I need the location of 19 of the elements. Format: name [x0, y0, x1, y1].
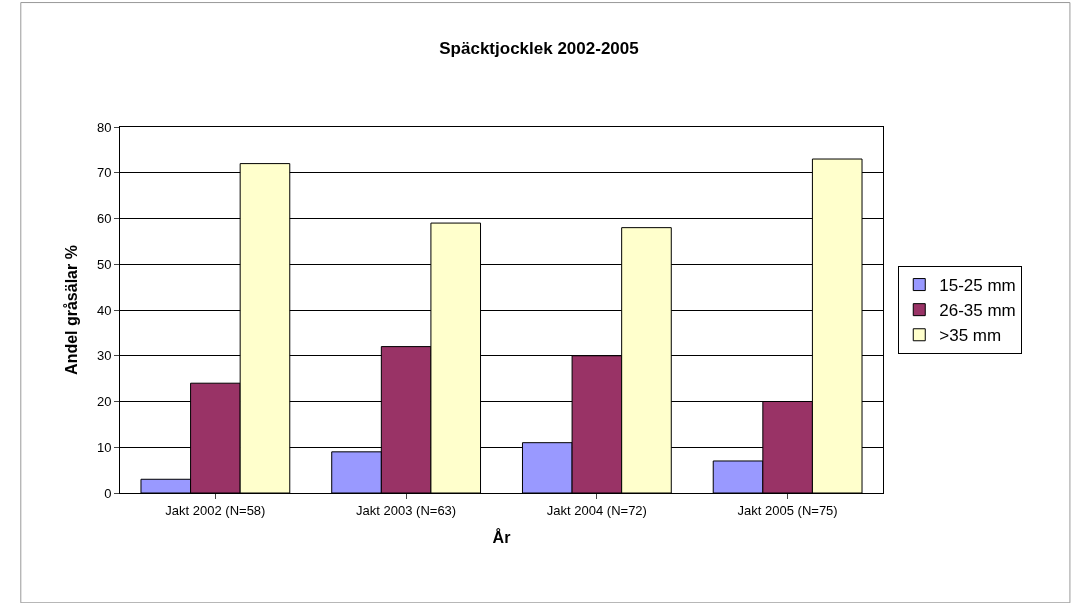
y-tick-label: 50 [96, 256, 112, 272]
chart-title: Späcktjocklek 2002-2005 [439, 39, 639, 59]
y-tick-label: 20 [96, 394, 112, 410]
y-tick-label: 40 [96, 302, 112, 318]
x-tick-label: Jakt 2002 (N=58) [165, 502, 266, 518]
y-tick-label: 60 [96, 211, 112, 227]
x-tick-label: Jakt 2005 (N=75) [737, 502, 838, 518]
legend-label: >35 mm [939, 326, 1002, 346]
y-axis-title: Andel gråsälar % [62, 245, 80, 375]
legend-label: 15-25 mm [939, 276, 1016, 296]
x-tick-label: Jakt 2003 (N=63) [356, 502, 457, 518]
y-tick-label: 70 [96, 165, 112, 181]
x-tick-label: Jakt 2004 (N=72) [546, 502, 647, 518]
y-tick-label: 0 [104, 485, 112, 501]
y-tick-label: 30 [96, 348, 112, 364]
y-tick-label: 80 [96, 119, 112, 135]
legend-label: 26-35 mm [939, 301, 1016, 321]
y-tick-label: 10 [96, 439, 112, 455]
x-axis-title: År [492, 528, 511, 547]
